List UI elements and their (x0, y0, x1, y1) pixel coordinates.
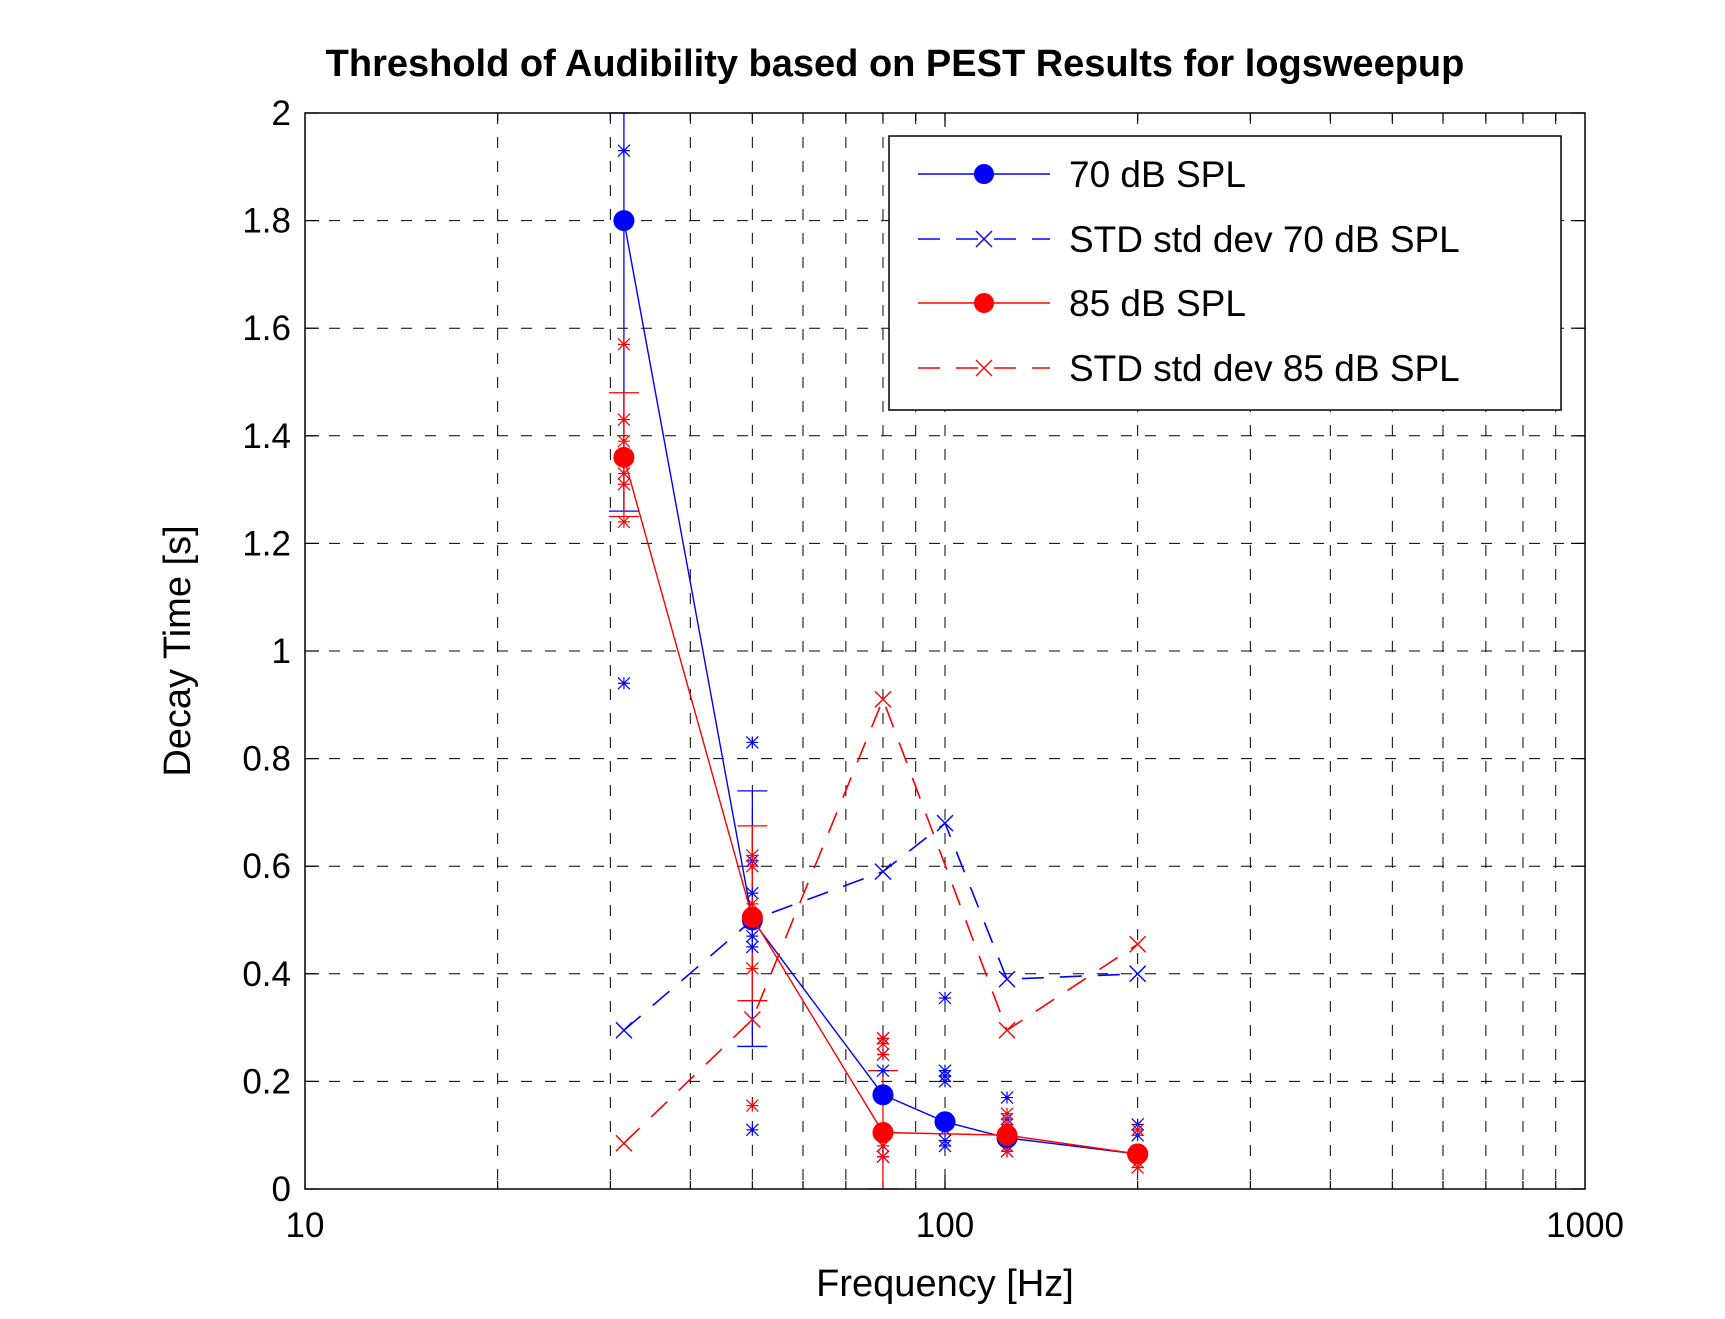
series-line-2 (623, 457, 1138, 1155)
y-tick-label: 0.6 (242, 847, 291, 886)
series-layer (608, 112, 1149, 1190)
series-line-1 (623, 821, 1138, 1031)
data-point (996, 1124, 1018, 1146)
x-tick-label: 100 (916, 1206, 974, 1245)
individual-point (745, 961, 759, 975)
individual-point (1000, 1107, 1014, 1121)
data-point (1127, 1143, 1149, 1165)
data-point (872, 1084, 894, 1106)
data-point (741, 906, 763, 928)
data-point (998, 970, 1016, 988)
data-point (936, 814, 954, 832)
data-point (998, 1021, 1016, 1039)
x-tick-label: 1000 (1546, 1206, 1624, 1245)
grid (305, 113, 1585, 1189)
individual-point (617, 676, 631, 690)
individual-point (1131, 1123, 1145, 1137)
legend-label: STD std dev 70 dB SPL (1069, 219, 1460, 260)
data-point (613, 210, 635, 232)
individual-point (938, 1074, 952, 1088)
legend-box (888, 135, 1562, 411)
individual-point (1000, 1118, 1014, 1131)
legend-label: 70 dB SPL (1069, 154, 1246, 195)
data-point (1129, 935, 1147, 953)
individual-point (938, 991, 952, 1005)
individual-point (617, 467, 631, 480)
legend-marker (975, 359, 993, 377)
legend-label: 85 dB SPL (1069, 283, 1246, 324)
axis-ticks (305, 112, 1585, 1190)
plot-frame (304, 112, 1586, 1190)
x-axis-label: Frequency [Hz] (816, 1263, 1074, 1305)
y-tick-label: 1.2 (242, 524, 291, 563)
individual-point (876, 1064, 890, 1078)
data-point (872, 1122, 894, 1144)
y-tick-label: 1.8 (242, 202, 291, 241)
individual-point (745, 1099, 759, 1113)
legend-label: STD std dev 85 dB SPL (1069, 348, 1460, 389)
individual-point (617, 144, 631, 158)
individual-point (617, 413, 631, 427)
individual-point (745, 929, 759, 943)
individual-point (1000, 1144, 1014, 1158)
individual-point (745, 940, 759, 954)
data-point (934, 1111, 956, 1133)
individual-point (745, 1123, 759, 1137)
individual-point (745, 849, 759, 862)
tick-labels: 0 0.2 0.4 0.6 0.8 1 1.2 1.4 1.6 1.8 2 10 100 1000 (242, 94, 1624, 1245)
legend-marker (974, 164, 994, 184)
individual-point (876, 1150, 890, 1164)
y-tick-label: 1.4 (242, 417, 291, 456)
series-line-3 (623, 697, 1139, 1144)
y-tick-label: 0.8 (242, 740, 291, 779)
individual-point (617, 337, 631, 351)
data-point (743, 1011, 761, 1029)
x-tick-label: 10 (286, 1206, 325, 1245)
individual-point (876, 1037, 890, 1051)
individual-point (617, 515, 631, 529)
data-point (615, 1021, 633, 1039)
y-axis-label: Decay Time [s] (157, 525, 199, 776)
y-tick-label: 1 (272, 632, 291, 671)
data-point (1129, 965, 1147, 983)
data-point (613, 446, 635, 468)
series-line-0 (623, 220, 1138, 1155)
y-tick-label: 0.4 (242, 955, 291, 994)
legend: 70 dB SPL STD std dev 70 dB SPL 85 dB SPL S… (888, 135, 1562, 411)
y-tick-label: 2 (272, 94, 291, 133)
legend-marker (975, 230, 993, 248)
individual-point (1131, 1161, 1145, 1174)
chart-title: Threshold of Audibility based on PEST Re… (326, 43, 1465, 85)
individual-point (876, 1139, 890, 1153)
individual-point (745, 897, 759, 911)
y-tick-label: 1.6 (242, 309, 291, 348)
individual-point (745, 736, 759, 749)
data-point (874, 690, 892, 708)
individual-point (938, 1139, 952, 1153)
individual-point (617, 434, 631, 448)
individual-point (745, 886, 759, 900)
y-tick-label: 0 (272, 1170, 291, 1209)
data-point (874, 863, 892, 881)
individual-point (745, 859, 759, 873)
individual-point (1000, 1091, 1014, 1104)
individual-point (617, 477, 631, 491)
legend-marker (974, 293, 994, 313)
individual-point (876, 1048, 890, 1061)
y-tick-label: 0.2 (242, 1062, 291, 1101)
data-point (615, 1134, 633, 1152)
